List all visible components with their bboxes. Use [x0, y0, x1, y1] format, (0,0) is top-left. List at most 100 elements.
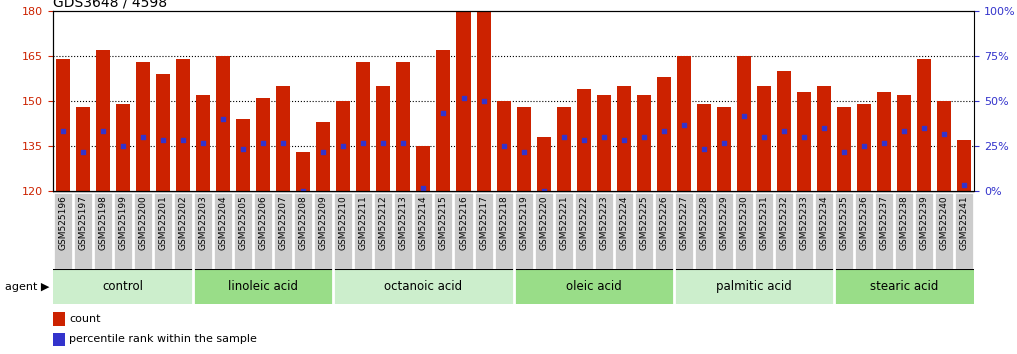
Bar — [156, 74, 170, 191]
Point — [396, 140, 412, 146]
Text: GSM525223: GSM525223 — [599, 195, 608, 250]
Bar — [855, 193, 874, 271]
Point — [336, 143, 352, 149]
Bar — [595, 193, 612, 271]
Text: GSM525205: GSM525205 — [239, 195, 248, 250]
Text: control: control — [103, 280, 143, 293]
Bar — [735, 193, 753, 271]
Point — [596, 134, 612, 140]
Text: GSM525240: GSM525240 — [940, 195, 949, 250]
Text: GSM525214: GSM525214 — [419, 195, 428, 250]
Point — [936, 131, 952, 137]
Bar — [193, 269, 334, 304]
Bar — [475, 193, 492, 271]
Bar — [655, 193, 673, 271]
Text: GSM525241: GSM525241 — [960, 195, 969, 250]
Bar — [614, 193, 633, 271]
Text: GSM525204: GSM525204 — [219, 195, 228, 250]
Point — [255, 140, 272, 146]
Text: GSM525232: GSM525232 — [779, 195, 788, 250]
Text: GSM525202: GSM525202 — [179, 195, 187, 250]
Point — [536, 188, 552, 194]
Point — [295, 188, 311, 194]
Bar — [76, 107, 89, 191]
Text: GSM525230: GSM525230 — [739, 195, 749, 250]
Point — [615, 137, 632, 143]
Bar — [938, 101, 951, 191]
Text: GSM525217: GSM525217 — [479, 195, 488, 250]
Bar — [917, 59, 932, 191]
Point — [55, 128, 71, 134]
Text: GSM525209: GSM525209 — [318, 195, 327, 250]
Text: GSM525238: GSM525238 — [900, 195, 908, 250]
Text: percentile rank within the sample: percentile rank within the sample — [69, 335, 257, 344]
Bar — [275, 193, 292, 271]
Point — [555, 134, 572, 140]
Text: GSM525226: GSM525226 — [659, 195, 668, 250]
Text: GSM525197: GSM525197 — [78, 195, 87, 250]
Bar — [316, 122, 331, 191]
Bar — [797, 92, 811, 191]
Bar — [376, 86, 391, 191]
Point — [836, 149, 852, 155]
Text: GSM525207: GSM525207 — [279, 195, 288, 250]
Text: GSM525216: GSM525216 — [459, 195, 468, 250]
Bar — [337, 101, 350, 191]
Point — [856, 143, 873, 149]
Bar — [56, 59, 70, 191]
Text: GSM525220: GSM525220 — [539, 195, 548, 250]
Bar — [674, 269, 834, 304]
Bar — [194, 193, 213, 271]
Bar — [675, 193, 693, 271]
Bar — [277, 86, 290, 191]
Bar — [936, 193, 953, 271]
Bar — [834, 269, 974, 304]
Bar — [254, 193, 273, 271]
Text: GSM525231: GSM525231 — [760, 195, 769, 250]
Bar — [416, 146, 430, 191]
Text: GDS3648 / 4598: GDS3648 / 4598 — [53, 0, 167, 10]
Bar — [236, 119, 250, 191]
Point — [956, 182, 972, 188]
Bar — [335, 193, 352, 271]
Bar — [54, 193, 72, 271]
Point — [115, 143, 131, 149]
Text: GSM525235: GSM525235 — [840, 195, 848, 250]
Bar — [334, 269, 514, 304]
Point — [736, 113, 753, 119]
Text: GSM525229: GSM525229 — [719, 195, 728, 250]
Bar — [757, 86, 771, 191]
Bar — [196, 95, 211, 191]
Bar — [457, 0, 471, 191]
Bar — [53, 269, 193, 304]
Text: GSM525222: GSM525222 — [580, 195, 588, 250]
Bar — [94, 193, 112, 271]
Text: GSM525213: GSM525213 — [399, 195, 408, 250]
Bar — [897, 95, 911, 191]
Bar — [657, 77, 671, 191]
Point — [516, 149, 532, 155]
Point — [195, 140, 212, 146]
Point — [135, 134, 152, 140]
Bar — [434, 193, 453, 271]
Text: palmitic acid: palmitic acid — [716, 280, 792, 293]
Point — [816, 125, 832, 131]
Bar — [494, 193, 513, 271]
Bar — [677, 56, 691, 191]
Bar — [955, 193, 973, 271]
Text: GSM525236: GSM525236 — [859, 195, 869, 250]
Point — [796, 134, 813, 140]
Bar — [857, 104, 872, 191]
Bar — [136, 62, 151, 191]
Point — [315, 149, 332, 155]
Text: GSM525233: GSM525233 — [799, 195, 809, 250]
Point — [375, 140, 392, 146]
Bar — [514, 269, 674, 304]
Bar — [455, 193, 473, 271]
Point — [235, 146, 251, 152]
Text: GSM525211: GSM525211 — [359, 195, 368, 250]
Text: GSM525227: GSM525227 — [679, 195, 689, 250]
Bar — [53, 312, 65, 326]
Point — [435, 110, 452, 116]
Text: GSM525208: GSM525208 — [299, 195, 308, 250]
